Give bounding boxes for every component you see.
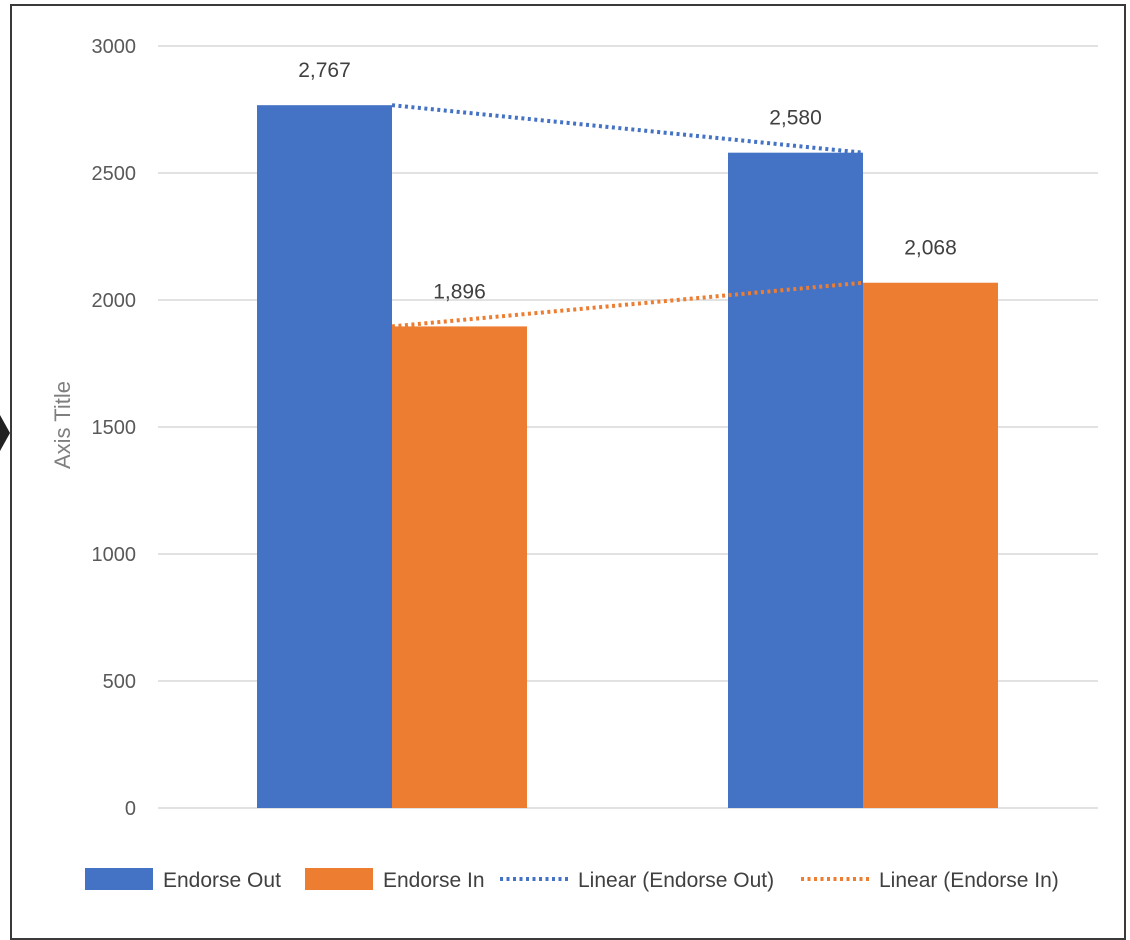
legend-item: Endorse Out: [85, 868, 281, 892]
y-tick-label: 2500: [92, 163, 137, 185]
legend-item: Endorse In: [305, 868, 485, 892]
data-label: 2,580: [769, 107, 822, 130]
bar-endorse-in: [392, 326, 527, 808]
legend-swatch: [305, 868, 373, 890]
trendlines: [391, 103, 864, 329]
y-tick-label: 3000: [92, 36, 137, 58]
bar-endorse-in: [863, 282, 998, 808]
legend-label: Linear (Endorse Out): [578, 869, 774, 892]
y-axis-title: Axis Title: [50, 381, 75, 469]
left-edge-marker: [0, 415, 10, 451]
bars: [257, 105, 998, 808]
data-label: 2,068: [904, 237, 957, 260]
legend-label: Endorse In: [383, 869, 485, 892]
trendline-endorse-out: [391, 103, 864, 155]
legend: Endorse Out Endorse In Linear (Endorse Out…: [85, 868, 1059, 892]
trendline-endorse-in: [391, 280, 864, 329]
legend-label: Endorse Out: [163, 869, 281, 892]
bar-endorse-out: [728, 152, 863, 808]
data-labels: 2,767 2,580 1,896 2,068: [298, 59, 957, 303]
y-tick-label: 1500: [92, 417, 137, 439]
y-tick-label: 2000: [92, 290, 137, 312]
y-tick-label: 500: [103, 671, 136, 693]
y-tick-label: 0: [125, 798, 136, 820]
data-label: 1,896: [433, 280, 486, 303]
y-tick-label: 1000: [92, 544, 137, 566]
data-label: 2,767: [298, 59, 351, 82]
legend-item: Linear (Endorse In): [801, 869, 1059, 892]
legend-swatch: [85, 868, 153, 890]
legend-item: Linear (Endorse Out): [500, 869, 774, 892]
y-axis-ticks: 0 500 1000 1500 2000 2500 3000: [92, 36, 137, 820]
bar-endorse-out: [257, 105, 392, 808]
legend-label: Linear (Endorse In): [879, 869, 1059, 892]
